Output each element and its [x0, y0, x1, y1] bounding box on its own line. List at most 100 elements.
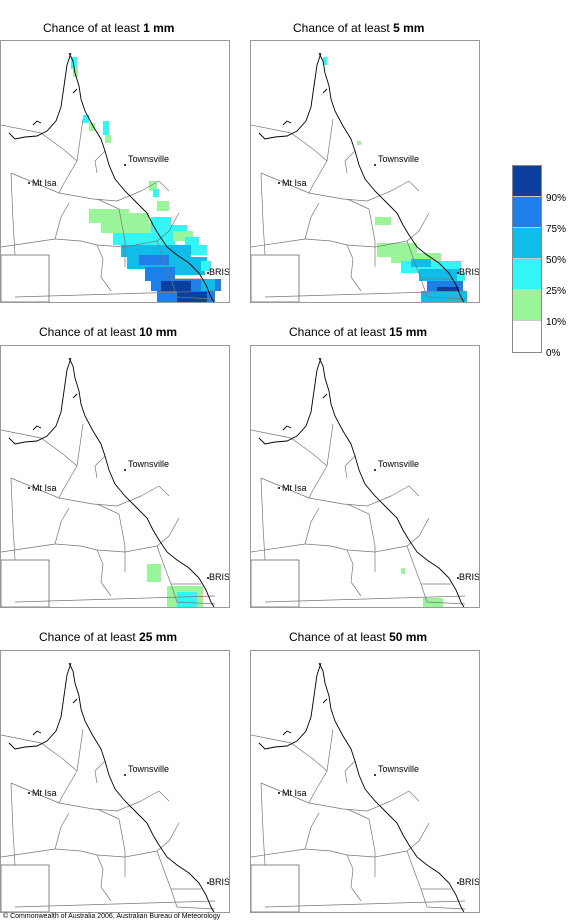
probability-cells: [323, 57, 467, 302]
title-value: 15 mm: [389, 325, 428, 339]
probability-cell: [89, 123, 95, 131]
title-value: 5 mm: [393, 21, 425, 35]
district-boundary: [96, 808, 126, 877]
district-boundary: [140, 485, 170, 497]
district-boundary: [308, 800, 392, 812]
coastline: [318, 662, 465, 912]
district-boundary: [420, 278, 466, 300]
district-boundary: [156, 545, 201, 585]
probability-cell: [411, 259, 431, 267]
district-boundary: [374, 822, 430, 858]
bris-marker: [207, 882, 209, 884]
queensland-map: Townsville Mt Isa BRIS: [251, 662, 479, 912]
district-boundary: [420, 888, 466, 910]
state-border-box: [1, 559, 50, 607]
district-boundary: [406, 240, 451, 280]
map-panel-10mm: Townsville Mt Isa BRIS: [0, 345, 230, 608]
probability-cell: [83, 115, 89, 123]
district-boundary: [140, 180, 170, 192]
district-boundary: [170, 583, 216, 605]
queensland-map: Townsville Mt Isa BRIS: [251, 357, 479, 607]
map-panel-5mm: Townsville Mt Isa BRIS: [250, 40, 480, 303]
panel-title-1mm: Chance of at least 1 mm: [43, 21, 174, 35]
coastline: [282, 698, 328, 736]
district-boundary: [346, 244, 362, 292]
coastline: [32, 88, 78, 126]
panel-title-25mm: Chance of at least 25 mm: [39, 630, 177, 644]
coastline: [8, 357, 72, 445]
legend-swatch-90: [513, 166, 541, 197]
state-border-box: [251, 864, 300, 912]
bris-marker: [207, 577, 209, 579]
district-boundary: [346, 549, 362, 597]
townsville-label: Townsville: [128, 459, 169, 469]
district-boundary: [170, 278, 216, 300]
probability-cell: [167, 225, 187, 235]
probability-cell: [419, 269, 459, 281]
probability-cell: [73, 67, 78, 77]
district-boundary: [406, 545, 451, 585]
district-boundary: [304, 543, 376, 553]
district-boundary: [326, 423, 334, 467]
probability-cell: [201, 261, 211, 271]
district-boundary: [170, 888, 216, 910]
district-boundary: [96, 503, 126, 572]
district-boundary: [406, 850, 451, 890]
townsville-label: Townsville: [378, 154, 419, 164]
queensland-map: Townsville Mt Isa BRIS: [1, 357, 229, 607]
state-border-box: [1, 864, 50, 912]
district-boundary: [308, 190, 392, 202]
probability-cell: [175, 263, 205, 275]
townsville-label: Townsville: [378, 764, 419, 774]
bris-label: BRIS: [209, 877, 229, 887]
coastline: [68, 662, 215, 912]
district-boundary: [390, 485, 420, 497]
legend-label-0: 0%: [546, 348, 561, 359]
district-boundary: [96, 549, 112, 597]
title-value: 10 mm: [139, 325, 178, 339]
panel-title-15mm: Chance of at least 15 mm: [289, 325, 427, 339]
title-prefix: Chance of at least: [39, 630, 140, 644]
mt-isa-marker: [28, 792, 30, 794]
probability-cell: [173, 231, 193, 241]
district-boundary: [260, 782, 266, 866]
title-value: 25 mm: [139, 630, 178, 644]
district-boundary: [58, 800, 142, 812]
district-boundary: [124, 517, 180, 553]
district-boundary: [251, 429, 328, 467]
district-boundary: [251, 124, 328, 162]
coastline: [8, 52, 72, 140]
legend-label-10: 10%: [546, 317, 567, 328]
queensland-map: Townsville Mt Isa BRIS: [1, 662, 229, 912]
title-prefix: Chance of at least: [43, 21, 144, 35]
title-prefix: Chance of at least: [39, 325, 140, 339]
probability-cell: [149, 181, 157, 191]
queensland-map: Townsville Mt Isa BRIS: [1, 52, 229, 302]
district-boundary: [76, 118, 84, 162]
district-boundary: [304, 848, 376, 858]
mt-isa-marker: [278, 182, 280, 184]
district-boundary: [96, 244, 112, 292]
townsville-label: Townsville: [378, 459, 419, 469]
district-boundary: [140, 790, 170, 802]
probability-cell: [357, 141, 361, 145]
district-boundary: [251, 734, 328, 772]
townsville-label: Townsville: [128, 764, 169, 774]
district-boundary: [14, 595, 216, 603]
district-boundary: [1, 202, 70, 248]
district-boundary: [344, 760, 356, 784]
district-boundary: [124, 822, 180, 858]
mt-isa-label: Mt Isa: [282, 788, 307, 798]
district-boundary: [344, 455, 356, 479]
district-boundary: [54, 238, 126, 248]
district-boundary: [54, 543, 126, 553]
district-boundary: [94, 760, 106, 784]
panel-title-50mm: Chance of at least 50 mm: [289, 630, 427, 644]
district-boundary: [1, 429, 78, 467]
district-boundary: [96, 198, 126, 267]
district-boundary: [251, 812, 320, 858]
bris-label: BRIS: [459, 572, 479, 582]
probability-cell: [323, 57, 327, 65]
title-value: 1 mm: [143, 21, 175, 35]
panel-title-10mm: Chance of at least 10 mm: [39, 325, 177, 339]
